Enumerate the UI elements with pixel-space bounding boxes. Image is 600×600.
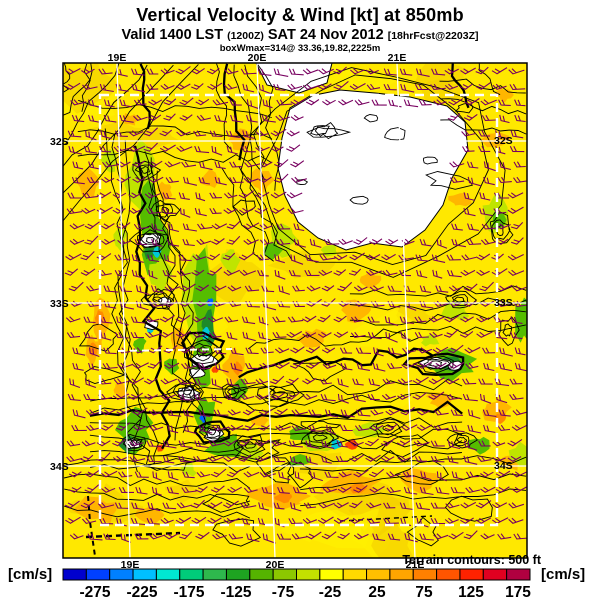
lat-tick-left: 32S: [50, 136, 69, 148]
map-canvas: [63, 63, 527, 558]
colorbar-cell: [412, 568, 438, 581]
colorbar-units-right: [cm/s]: [541, 566, 586, 583]
lat-tick-left: 34S: [50, 461, 69, 473]
lat-tick-right: 33S: [494, 297, 513, 309]
valid-time: Valid 1400 LST: [121, 27, 224, 43]
colorbar-cell: [366, 568, 391, 581]
colorbar-units-left: [cm/s]: [8, 566, 53, 583]
colorbar-cell: [389, 568, 414, 581]
lon-tick-bottom: 19E: [121, 559, 140, 571]
colorbar-tick-label: -175: [173, 584, 204, 600]
colorbar-cell: [436, 568, 461, 581]
colorbar-cell: [249, 568, 274, 581]
colorbar-tick-label: -275: [79, 584, 110, 600]
colorbar-cell: [62, 568, 87, 581]
colorbar-tick-label: -75: [272, 584, 295, 600]
colorbar-cell: [342, 568, 368, 581]
colorbar-cell: [482, 568, 508, 581]
colorbar-tick-label: 175: [505, 584, 531, 600]
nest-box-outline: [98, 93, 499, 527]
terrain-contours: [63, 63, 527, 547]
colorbar-cell: [459, 568, 484, 581]
colorbar-cell: [225, 568, 251, 581]
lon-tick-top: 20E: [248, 52, 267, 64]
colorbar-cell: [272, 568, 297, 581]
colorbar-tick-label: 125: [458, 584, 484, 600]
colorbar-cell: [132, 568, 157, 581]
lon-tick-top: 21E: [388, 52, 407, 64]
terrain-contours-note: Terrain contours: 500 ft: [402, 553, 541, 567]
lat-tick-right: 32S: [494, 135, 513, 147]
colorbar-cell: [319, 568, 344, 581]
colorbar-tick-label: -125: [220, 584, 251, 600]
lon-tick-bottom: 20E: [266, 559, 285, 571]
lon-tick-bottom: 21E: [406, 559, 425, 571]
valid-line: Valid 1400 LST (1200Z) SAT 24 Nov 2012 […: [0, 27, 600, 43]
colorbar-tick-label: 25: [368, 584, 386, 600]
forecast-note: [18hrFcst@2203Z]: [387, 30, 479, 42]
colorbar-tick-label: -225: [126, 584, 157, 600]
colorbar-tick-label: 75: [415, 584, 433, 600]
colorbar-tick-label: -25: [319, 584, 342, 600]
colorbar-cell: [202, 568, 227, 581]
lat-tick-left: 33S: [50, 298, 69, 310]
colorbar-cell: [155, 568, 181, 581]
lon-tick-top: 19E: [108, 52, 127, 64]
map-frame: [62, 62, 528, 559]
colorbar-cell: [109, 568, 134, 581]
wmax-note: boxWmax=314@ 33.36,19.82,2225m: [219, 43, 381, 54]
colorbar-cell: [506, 568, 531, 581]
colorbar-cell: [296, 568, 321, 581]
page-title: Vertical Velocity & Wind [kt] at 850mb: [136, 5, 464, 25]
valid-date: SAT 24 Nov 2012: [267, 27, 384, 43]
valid-utc: (1200Z): [227, 30, 264, 42]
colorbar-cell: [85, 568, 111, 581]
colorbar-cell: [179, 568, 204, 581]
lat-tick-right: 34S: [494, 460, 513, 472]
